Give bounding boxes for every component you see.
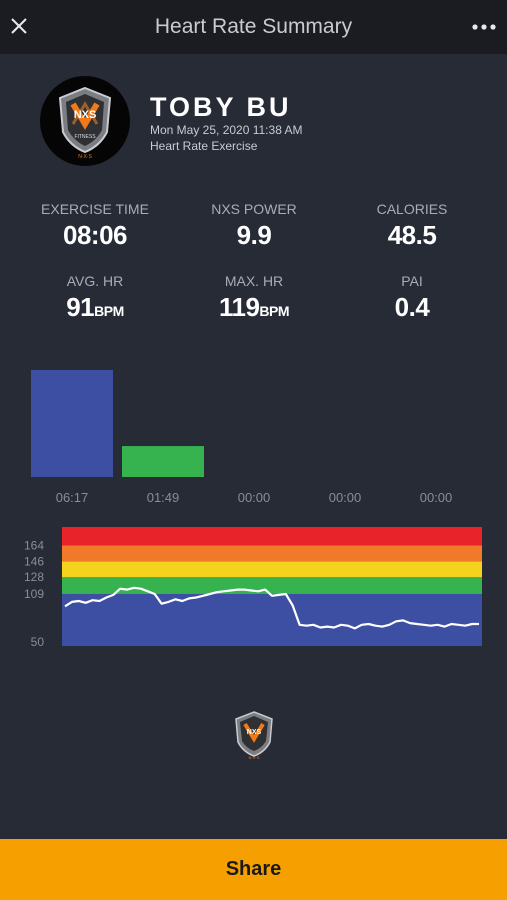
hr-y-tick-label: 109: [24, 587, 44, 601]
stat-value: 9.9: [236, 220, 272, 250]
hr-zone-band: [62, 577, 482, 594]
hr-zone-band: [62, 545, 482, 562]
exercise-type: Heart Rate Exercise: [150, 139, 258, 153]
zone-bar: [31, 370, 113, 477]
stat-avg-hr: AVG. HR 91BPM: [15, 273, 175, 323]
more-dots-icon[interactable]: [471, 18, 497, 36]
svg-text:NXS: NXS: [74, 109, 97, 121]
stat-pai: PAI 0.4: [332, 273, 492, 323]
stat-label: MAX. HR: [224, 273, 284, 289]
hr-y-tick-label: 50: [31, 635, 45, 649]
close-icon[interactable]: [8, 15, 30, 37]
hr-y-tick-label: 128: [24, 570, 44, 584]
top-bar: Heart Rate Summary: [0, 0, 507, 54]
svg-text:N·X·S: N·X·S: [78, 154, 92, 160]
hr-zone-band: [62, 561, 482, 578]
zone-time-label: 06:17: [55, 490, 89, 505]
zone-time-label: 01:49: [146, 490, 180, 505]
svg-text:FITNESS: FITNESS: [74, 134, 96, 140]
zone-time-label: 00:00: [328, 490, 362, 505]
stat-value: 0.4: [394, 292, 430, 322]
user-name: TOBY BU: [150, 92, 292, 122]
zone-bar: [122, 446, 204, 477]
stat-value: 119BPM: [218, 292, 290, 322]
stat-label: AVG. HR: [66, 273, 124, 289]
stat-max-hr: MAX. HR 119BPM: [174, 273, 334, 323]
stat-label: CALORIES: [376, 201, 448, 217]
nxs-logo-icon: NXS FITNESS N·X·S: [58, 86, 112, 160]
stat-label: NXS POWER: [211, 201, 297, 217]
stat-value: 91BPM: [66, 292, 124, 322]
hr-zone-band: [62, 527, 482, 546]
stat-value: 48.5: [387, 220, 437, 250]
session-date: Mon May 25, 2020 11:38 AM: [150, 123, 303, 137]
hr-y-tick-label: 146: [24, 554, 44, 568]
nxs-small-logo-icon: NXS N·X·S: [235, 711, 273, 760]
hr-y-tick-label: 164: [24, 539, 44, 553]
stat-nxs-power: NXS POWER 9.9: [174, 201, 334, 251]
share-button[interactable]: Share: [0, 839, 507, 900]
svg-text:NXS: NXS: [247, 729, 262, 736]
svg-text:N·X·S: N·X·S: [249, 755, 260, 760]
stat-value: 08:06: [63, 220, 128, 250]
hr-zone-band: [62, 593, 482, 646]
avatar: NXS FITNESS N·X·S: [40, 76, 130, 166]
zone-time-label: 00:00: [419, 490, 453, 505]
page-title: Heart Rate Summary: [154, 15, 353, 38]
zone-time-label: 00:00: [237, 490, 271, 505]
stat-label: EXERCISE TIME: [41, 201, 149, 217]
stat-calories: CALORIES 48.5: [332, 201, 492, 251]
stat-exercise-time: EXERCISE TIME 08:06: [15, 201, 175, 251]
stat-label: PAI: [401, 273, 423, 289]
heart-rate-line: [64, 586, 479, 630]
zone-time-bar-chart: [31, 370, 204, 477]
